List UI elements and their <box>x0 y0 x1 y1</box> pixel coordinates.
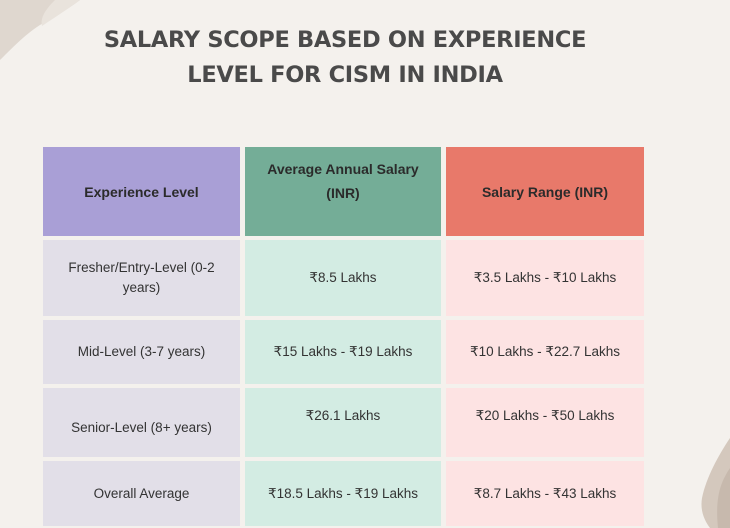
row-2-experience-level: Mid-Level (3-7 years) <box>43 320 240 384</box>
row-3-experience-level: Senior-Level (8+ years) <box>43 388 240 457</box>
decorative-swoosh-top-left <box>0 0 80 60</box>
row-1-average-salary: ₹8.5 Lakhs <box>245 240 441 316</box>
row-1-experience-level: Fresher/Entry-Level (0-2 years) <box>43 240 240 316</box>
row-2-salary-range: ₹10 Lakhs - ₹22.7 Lakhs <box>446 320 644 384</box>
salary-table: Experience Level Average Annual Salary (… <box>43 147 644 526</box>
row-1-salary-range: ₹3.5 Lakhs - ₹10 Lakhs <box>446 240 644 316</box>
row-3-average-salary: ₹26.1 Lakhs <box>245 388 441 457</box>
row-4-salary-range: ₹8.7 Lakhs - ₹43 Lakhs <box>446 461 644 526</box>
header-experience-level: Experience Level <box>43 147 240 236</box>
row-4-experience-level: Overall Average <box>43 461 240 526</box>
decorative-swoosh-bottom-right <box>701 438 730 528</box>
header-average-annual-salary: Average Annual Salary (INR) <box>245 147 441 236</box>
row-4-average-salary: ₹18.5 Lakhs - ₹19 Lakhs <box>245 461 441 526</box>
row-3-salary-range: ₹20 Lakhs - ₹50 Lakhs <box>446 388 644 457</box>
page-title: SALARY SCOPE BASED ON EXPERIENCE LEVEL F… <box>103 27 587 88</box>
row-2-average-salary: ₹15 Lakhs - ₹19 Lakhs <box>245 320 441 384</box>
header-salary-range: Salary Range (INR) <box>446 147 644 236</box>
